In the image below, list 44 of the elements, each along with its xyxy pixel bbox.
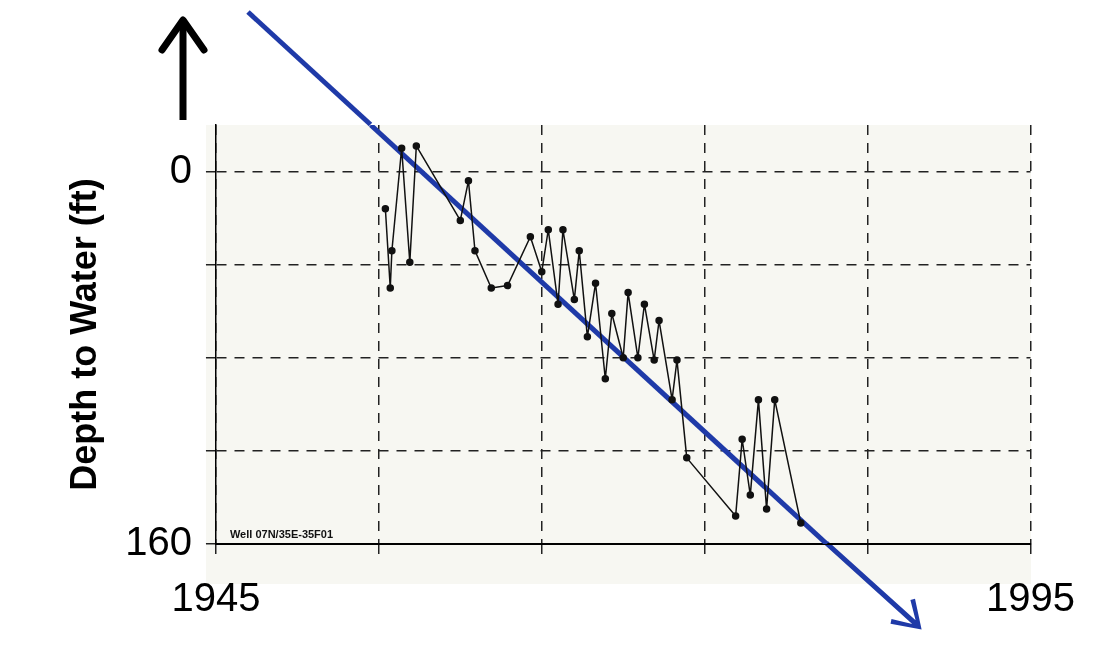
point xyxy=(575,246,583,255)
point xyxy=(388,246,396,255)
x-tick-label: 1995 xyxy=(986,575,1075,620)
point xyxy=(406,258,414,267)
point xyxy=(601,374,610,383)
point xyxy=(559,226,567,234)
point xyxy=(640,300,649,308)
point xyxy=(624,288,632,297)
point xyxy=(797,519,805,527)
point xyxy=(544,226,553,234)
point xyxy=(673,356,681,364)
point xyxy=(591,279,600,288)
point xyxy=(634,354,642,362)
x-tick-label: 1945 xyxy=(171,575,261,620)
point xyxy=(738,435,746,443)
point xyxy=(668,395,676,404)
point xyxy=(538,267,546,276)
point xyxy=(619,354,627,362)
point xyxy=(526,232,535,241)
point xyxy=(731,512,740,520)
point xyxy=(762,505,771,513)
point xyxy=(381,205,390,213)
point xyxy=(570,295,579,304)
point xyxy=(608,309,616,318)
point xyxy=(650,356,658,364)
point xyxy=(456,216,465,225)
point xyxy=(554,300,562,308)
point xyxy=(464,177,473,185)
point xyxy=(683,454,691,462)
point xyxy=(487,284,496,292)
point xyxy=(471,246,479,255)
point xyxy=(746,491,755,499)
annotation: Well 07N/35E-35F01 xyxy=(229,527,334,540)
point xyxy=(397,144,406,153)
y-tick-label: 160 xyxy=(125,519,192,564)
point xyxy=(412,142,421,150)
point xyxy=(503,281,512,290)
point xyxy=(770,395,779,404)
point xyxy=(583,333,592,341)
point xyxy=(754,395,763,404)
point xyxy=(386,284,395,292)
y-tick-label: 0 xyxy=(169,146,192,191)
y-axis-title: Depth to Water (ft) xyxy=(62,178,104,491)
point xyxy=(655,316,663,325)
